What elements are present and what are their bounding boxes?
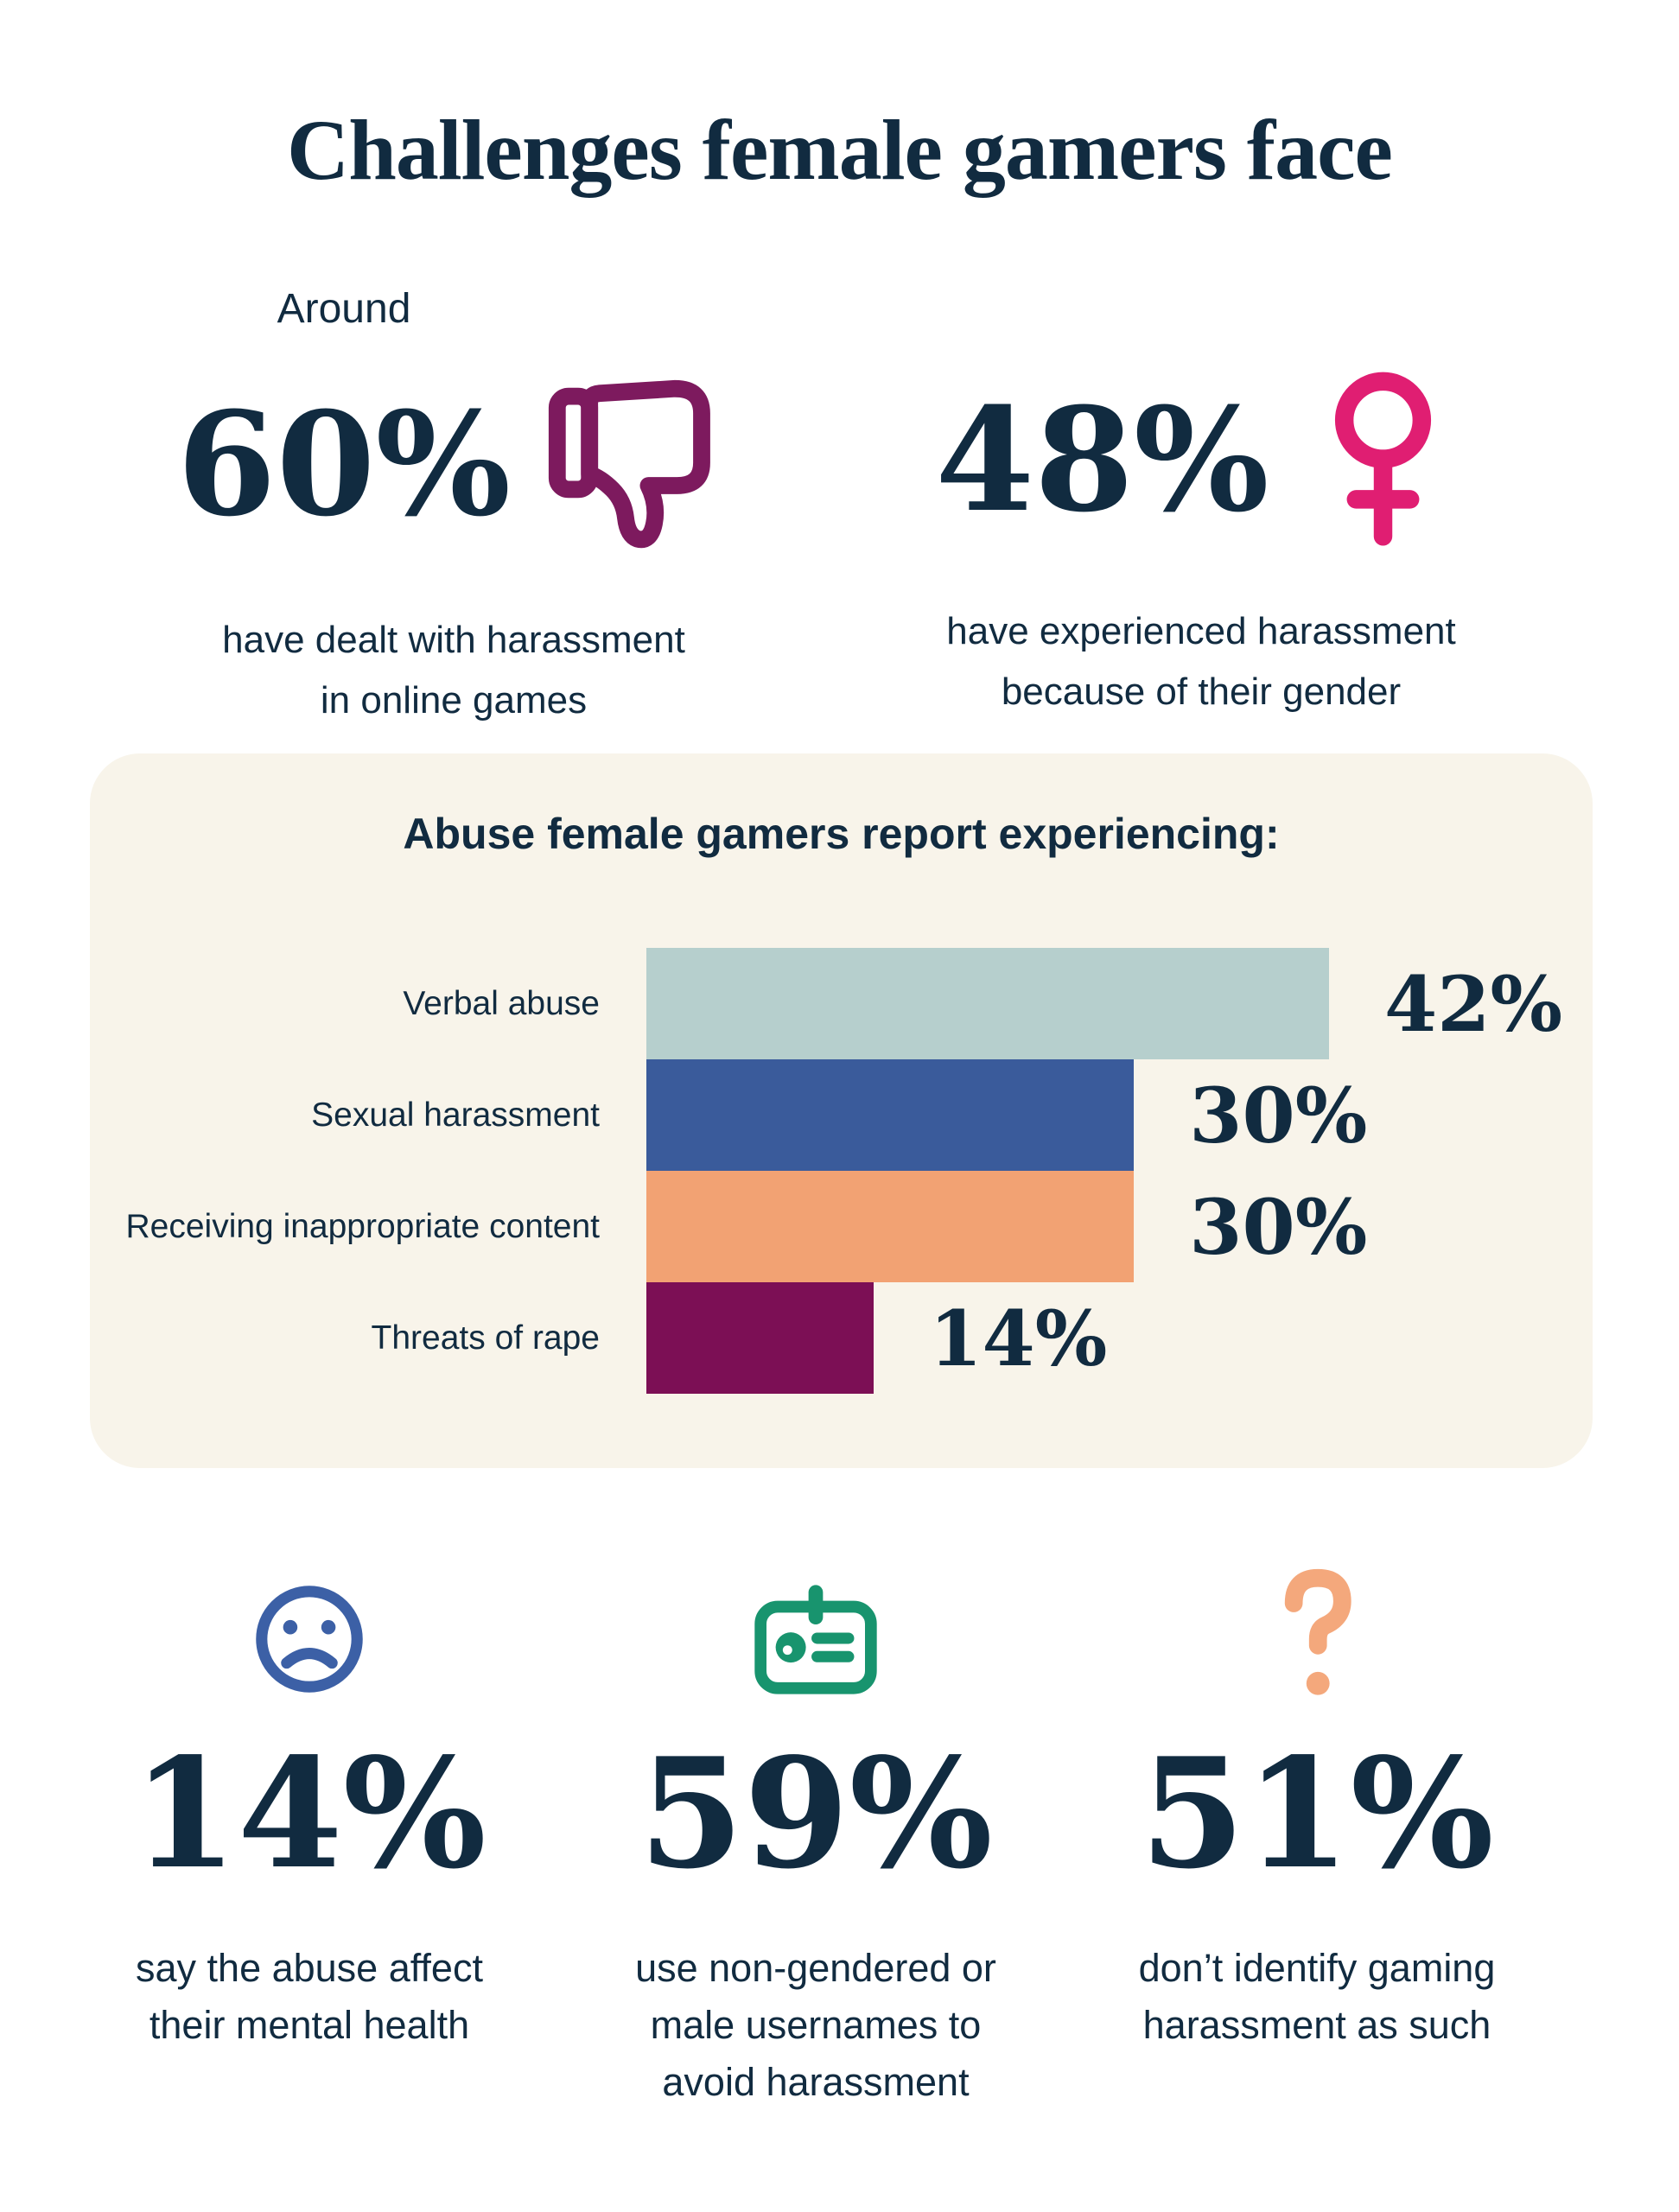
chart-bar-value: 14% — [929, 1293, 1108, 1383]
chart-bar — [646, 1171, 1135, 1282]
chart-bar-value: 30% — [1189, 1181, 1368, 1272]
page-title: Challenges female gamers face — [287, 102, 1393, 198]
id-card-icon — [565, 1562, 1066, 1716]
chart-row: Verbal abuse 42% — [90, 948, 1593, 1059]
stat-value: 60% — [176, 379, 512, 548]
chart-row-label: Receiving inappropriate content — [125, 1207, 600, 1245]
stat-caption: have dealt with harassment in online gam… — [222, 619, 685, 721]
stat-caption: say the abuse affect their mental health — [136, 1946, 483, 2047]
abuse-chart-panel: Abuse female gamers report experiencing:… — [90, 753, 1593, 1468]
chart-row: Sexual harassment 30% — [90, 1059, 1593, 1171]
chart-title: Abuse female gamers report experiencing: — [403, 810, 1280, 858]
chart-bar-value: 30% — [1189, 1070, 1368, 1160]
stat-caption: use non-gendered or male usernames to av… — [635, 1946, 996, 2104]
chart-bar — [646, 1059, 1135, 1171]
stat-not-identified: 51% don’t identify gaming harassment as … — [1066, 1562, 1568, 2054]
chart-row-label: Threats of rape — [371, 1319, 600, 1357]
stat-value: 48% — [935, 375, 1269, 543]
stat-prefix — [935, 285, 1269, 340]
stat-value: 14% — [132, 1726, 487, 1903]
stat-prefix: Around — [277, 286, 411, 332]
thumbs-down-icon — [540, 368, 730, 565]
chart-row-label: Verbal abuse — [403, 984, 600, 1022]
question-mark-icon — [1066, 1562, 1568, 1716]
stat-caption: have experienced harassment because of t… — [946, 610, 1456, 713]
chart-bar — [646, 1282, 874, 1394]
chart-row: Receiving inappropriate content 30% — [90, 1171, 1593, 1282]
bar-chart: Verbal abuse 42% Sexual harassment 30% R… — [90, 948, 1593, 1394]
chart-row: Threats of rape 14% — [90, 1282, 1593, 1394]
female-icon — [1299, 368, 1467, 556]
stat-caption: don’t identify gaming harassment as such — [1138, 1946, 1496, 2047]
stat-value: 51% — [1140, 1726, 1494, 1903]
stat-mental-health: 14% say the abuse affect their mental he… — [59, 1562, 560, 2054]
chart-bar — [646, 948, 1330, 1059]
stat-usernames: 59% use non-gendered or male usernames t… — [565, 1562, 1066, 2111]
stat-harassment-gender: 48% have experienced harassment because … — [890, 285, 1512, 722]
stat-value: 59% — [639, 1726, 993, 1903]
stat-harassment-online: Around 60% have dealt with harassment in… — [143, 285, 765, 731]
chart-bar-value: 42% — [1384, 958, 1563, 1049]
sad-face-icon — [59, 1562, 560, 1716]
chart-row-label: Sexual harassment — [311, 1096, 600, 1134]
